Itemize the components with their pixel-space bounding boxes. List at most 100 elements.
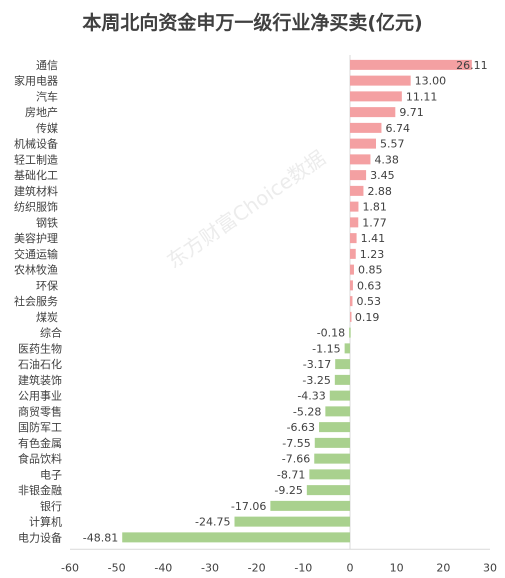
x-tick-label: 20 bbox=[436, 561, 450, 574]
value-label: -7.55 bbox=[282, 437, 310, 450]
bar bbox=[350, 280, 353, 291]
category-label: 通信 bbox=[36, 59, 58, 72]
value-label: 2.88 bbox=[367, 185, 392, 198]
bar bbox=[314, 453, 350, 464]
category-label: 煤炭 bbox=[36, 311, 58, 324]
bar bbox=[309, 469, 350, 480]
category-label: 基础化工 bbox=[14, 168, 58, 182]
bar bbox=[350, 122, 382, 133]
bar bbox=[334, 374, 350, 385]
value-label: -9.25 bbox=[274, 484, 302, 497]
bar bbox=[350, 264, 354, 275]
bar bbox=[350, 170, 367, 181]
category-label: 计算机 bbox=[29, 515, 62, 529]
x-tick-label: -40 bbox=[154, 561, 172, 574]
category-label: 公用事业 bbox=[18, 390, 62, 403]
category-label: 电子 bbox=[40, 468, 62, 481]
category-label: 商贸零售 bbox=[18, 404, 62, 418]
value-label: 6.74 bbox=[385, 122, 410, 135]
bar bbox=[350, 217, 359, 228]
category-label: 医药生物 bbox=[18, 341, 62, 355]
value-label: 3.45 bbox=[370, 169, 395, 182]
bar bbox=[350, 107, 396, 118]
bar bbox=[314, 437, 350, 448]
category-label: 传媒 bbox=[36, 122, 58, 135]
category-label: 房地产 bbox=[25, 105, 58, 119]
value-label: -17.06 bbox=[231, 500, 266, 513]
value-label: 11.11 bbox=[406, 90, 438, 103]
category-label: 汽车 bbox=[36, 89, 58, 103]
value-label: -0.18 bbox=[317, 327, 345, 340]
x-tick-label: -10 bbox=[294, 561, 312, 574]
value-label: 5.57 bbox=[380, 138, 405, 151]
value-label: -1.15 bbox=[312, 342, 340, 355]
value-label: -5.28 bbox=[293, 405, 321, 418]
bar bbox=[122, 532, 350, 543]
x-tick-label: -60 bbox=[61, 561, 79, 574]
category-label: 机械设备 bbox=[14, 137, 58, 151]
value-label: 1.41 bbox=[361, 232, 386, 245]
category-label: 家用电器 bbox=[14, 74, 58, 88]
bar bbox=[270, 500, 350, 511]
bar bbox=[350, 311, 352, 322]
value-label: 0.19 bbox=[355, 311, 380, 324]
bar bbox=[329, 390, 350, 401]
category-label: 社会服务 bbox=[14, 294, 58, 308]
category-label: 食品饮料 bbox=[18, 452, 62, 466]
x-tick-label: -50 bbox=[108, 561, 126, 574]
category-label: 钢铁 bbox=[36, 216, 58, 229]
value-label: 1.81 bbox=[362, 201, 387, 214]
category-label: 电力设备 bbox=[18, 530, 62, 544]
bar bbox=[350, 138, 376, 149]
bar bbox=[319, 422, 350, 433]
value-label: -3.17 bbox=[303, 358, 331, 371]
category-label: 非银金融 bbox=[18, 483, 62, 497]
category-label: 建筑材料 bbox=[14, 184, 58, 198]
bar bbox=[344, 343, 350, 354]
bar bbox=[234, 516, 350, 527]
category-label: 综合 bbox=[40, 326, 62, 340]
category-label: 国防军工 bbox=[18, 420, 62, 434]
category-label: 有色金属 bbox=[18, 436, 62, 450]
value-label: 1.23 bbox=[360, 248, 385, 261]
bar bbox=[350, 233, 357, 244]
bar bbox=[350, 59, 472, 70]
bar bbox=[350, 185, 364, 196]
category-label: 环保 bbox=[36, 278, 58, 292]
category-label: 交通运输 bbox=[14, 247, 58, 261]
value-label: 1.77 bbox=[362, 216, 387, 229]
value-label: 0.53 bbox=[356, 295, 381, 308]
category-label: 美容护理 bbox=[14, 231, 58, 245]
value-label: 13.00 bbox=[415, 75, 447, 88]
value-label: 4.38 bbox=[374, 153, 399, 166]
category-label: 农林牧渔 bbox=[14, 263, 58, 277]
value-label: -8.71 bbox=[277, 468, 305, 481]
bar bbox=[349, 327, 351, 338]
x-tick-label: -20 bbox=[248, 561, 266, 574]
value-label: 9.71 bbox=[399, 106, 424, 119]
value-label: 26.11 bbox=[456, 59, 488, 72]
value-label: -24.75 bbox=[195, 516, 230, 529]
bar bbox=[350, 154, 371, 165]
x-tick-label: 10 bbox=[390, 561, 404, 574]
bar bbox=[335, 359, 350, 370]
category-label: 石油石化 bbox=[18, 357, 62, 371]
value-label: -7.66 bbox=[282, 453, 310, 466]
chart-title: 本周北向资金申万一级行业净买卖(亿元) bbox=[82, 12, 423, 34]
category-label: 纺织服饰 bbox=[14, 200, 58, 214]
category-label: 轻工制造 bbox=[14, 152, 58, 166]
value-label: -6.63 bbox=[287, 421, 315, 434]
bar bbox=[325, 406, 350, 417]
x-tick-label: 0 bbox=[347, 561, 354, 574]
value-label: -48.81 bbox=[83, 531, 118, 544]
value-label: 0.85 bbox=[358, 264, 383, 277]
bar bbox=[350, 296, 353, 307]
x-tick-label: 30 bbox=[483, 561, 497, 574]
value-label: -4.33 bbox=[297, 390, 325, 403]
category-label: 建筑装饰 bbox=[18, 373, 62, 387]
x-tick-label: -30 bbox=[201, 561, 219, 574]
category-label: 银行 bbox=[40, 499, 62, 513]
bar bbox=[350, 91, 402, 102]
